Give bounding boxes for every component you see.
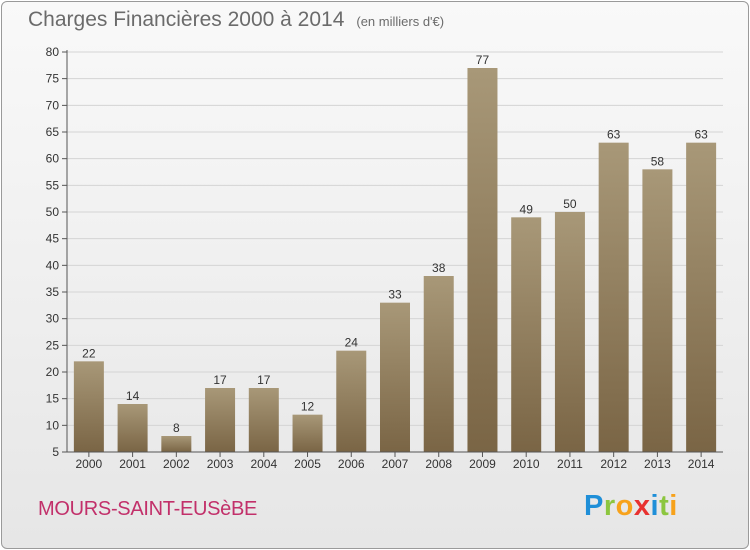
x-tick-label-2004: 2004 (250, 457, 277, 471)
x-tick-label-2002: 2002 (163, 457, 190, 471)
x-tick-label-2001: 2001 (119, 457, 146, 471)
logo-letter: P (584, 490, 604, 522)
y-tick-label: 10 (46, 418, 60, 432)
value-label-2007: 33 (388, 288, 402, 302)
bar-2001 (117, 404, 148, 452)
logo-letter: r (603, 490, 616, 522)
y-tick-label: 70 (46, 98, 60, 112)
x-tick-label-2005: 2005 (294, 457, 321, 471)
y-tick-label: 30 (46, 312, 60, 326)
bar-2000 (73, 361, 104, 452)
bar-2008 (423, 276, 454, 452)
y-tick-label: 75 (46, 72, 60, 86)
value-label-2013: 58 (651, 154, 665, 168)
value-label-2000: 22 (82, 346, 96, 360)
commune-name: MOURS-SAINT-EUSèBE (38, 498, 258, 520)
x-tick-label-2006: 2006 (338, 457, 365, 471)
x-tick-label-2014: 2014 (688, 457, 715, 471)
x-tick-label-2012: 2012 (600, 457, 627, 471)
chart-title-text: Charges Financières 2000 à 2014 (28, 8, 345, 31)
chart-title: Charges Financières 2000 à 2014 (en milli… (28, 8, 444, 32)
proxiti-logo[interactable]: Proxiti (584, 490, 678, 523)
value-label-2005: 12 (301, 400, 315, 414)
value-label-2002: 8 (173, 421, 180, 435)
bar-2013 (642, 169, 673, 453)
logo-letter: x (633, 490, 651, 522)
bar-2005 (292, 414, 323, 452)
x-tick-label-2009: 2009 (469, 457, 496, 471)
y-tick-label: 5 (52, 445, 59, 459)
logo-letter: o (615, 490, 634, 522)
y-tick-label: 50 (46, 205, 60, 219)
bar-2012 (598, 142, 629, 452)
axes (62, 50, 723, 457)
bar-2007 (380, 302, 410, 452)
x-tick-label-2008: 2008 (425, 457, 452, 471)
x-tick-label-2013: 2013 (644, 457, 671, 471)
logo-letter: i (650, 490, 660, 522)
y-tick-label: 60 (46, 152, 60, 166)
bar-2004 (248, 388, 279, 452)
bar-2006 (336, 350, 367, 452)
labels: 5 10 15 20 25 30 35 40 45 50 55 60 65 70 75 80 22 2000 14 2… (46, 45, 715, 471)
logo-letter: t (659, 490, 670, 522)
value-label-2008: 38 (432, 261, 446, 275)
y-tick-label: 45 (46, 232, 60, 246)
chart-subtitle: (en milliers d'€) (356, 14, 445, 29)
bar-2003 (205, 388, 236, 452)
bar-2009 (467, 68, 498, 452)
x-tick-label-2010: 2010 (513, 457, 540, 471)
y-tick-label: 25 (46, 338, 60, 352)
x-tick-label-2000: 2000 (76, 457, 103, 471)
bar-2002 (161, 436, 192, 452)
y-tick-label: 40 (46, 258, 60, 272)
value-label-2012: 63 (607, 128, 621, 142)
y-tick-label: 35 (46, 285, 60, 299)
x-tick-label-2003: 2003 (207, 457, 234, 471)
value-label-2004: 17 (257, 373, 271, 387)
y-tick-label: 80 (46, 45, 60, 59)
value-label-2010: 49 (520, 202, 534, 216)
bar-2011 (554, 212, 585, 452)
y-tick-label: 15 (46, 392, 60, 406)
value-label-2001: 14 (126, 389, 140, 403)
x-tick-label-2011: 2011 (557, 457, 583, 471)
y-tick-label: 20 (46, 365, 60, 379)
y-tick-label: 65 (46, 125, 60, 139)
value-label-2006: 24 (345, 336, 359, 350)
y-tick-label: 55 (46, 178, 60, 192)
value-label-2014: 63 (694, 128, 708, 142)
bar-2010 (511, 217, 542, 452)
x-tick-label-2007: 2007 (382, 457, 409, 471)
bar-2014 (686, 142, 717, 452)
value-label-2011: 50 (563, 197, 577, 211)
bars (73, 68, 717, 453)
logo-letter: i (669, 490, 678, 522)
value-label-2003: 17 (213, 373, 227, 387)
value-label-2009: 77 (476, 53, 490, 67)
